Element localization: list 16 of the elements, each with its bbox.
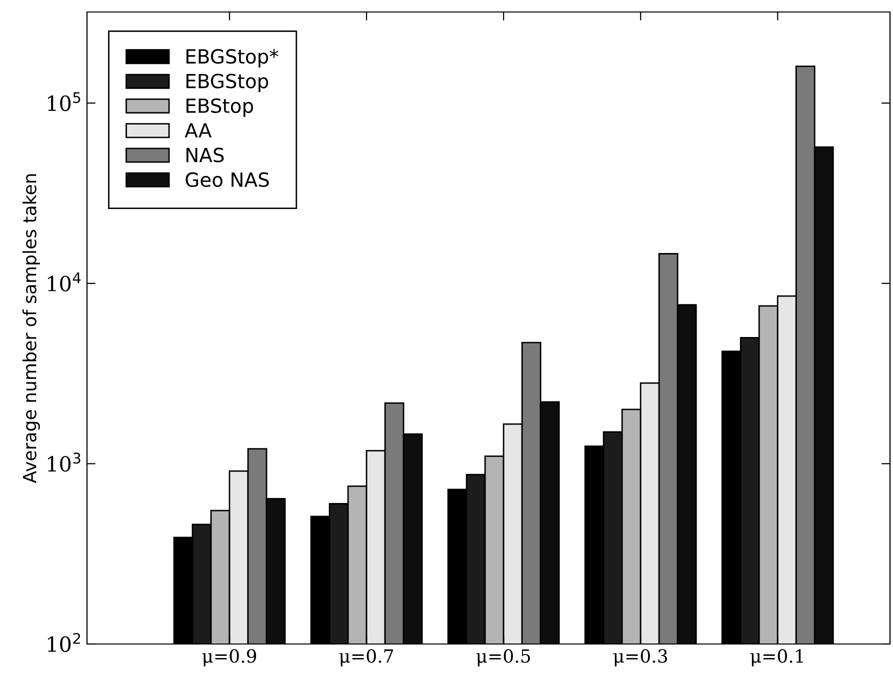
- y-tick-label: 10$^{2}$: [48, 632, 80, 652]
- x-tick-label: μ=0.7: [339, 649, 394, 666]
- x-tick-label: μ=0.9: [202, 649, 256, 666]
- y-tick-label: 10$^{5}$: [48, 92, 80, 112]
- legend-label: AA: [184, 123, 212, 138]
- x-tick-label: μ=0.1: [750, 649, 803, 666]
- legend-label: EBGStop: [186, 74, 268, 92]
- y-tick-label: 10$^{4}$: [48, 272, 81, 292]
- x-tick-label: μ=0.3: [613, 649, 668, 666]
- x-tick-label: μ=0.5: [476, 649, 530, 666]
- legend-label: Geo NAS: [186, 172, 269, 188]
- y-tick-label: 10$^{3}$: [48, 452, 80, 472]
- y-axis-title: Average number of samples taken: [22, 174, 40, 484]
- legend-label: EBStop: [186, 98, 254, 117]
- legend-label: NAS: [186, 148, 224, 162]
- legend-label: EBGStop*: [186, 49, 278, 68]
